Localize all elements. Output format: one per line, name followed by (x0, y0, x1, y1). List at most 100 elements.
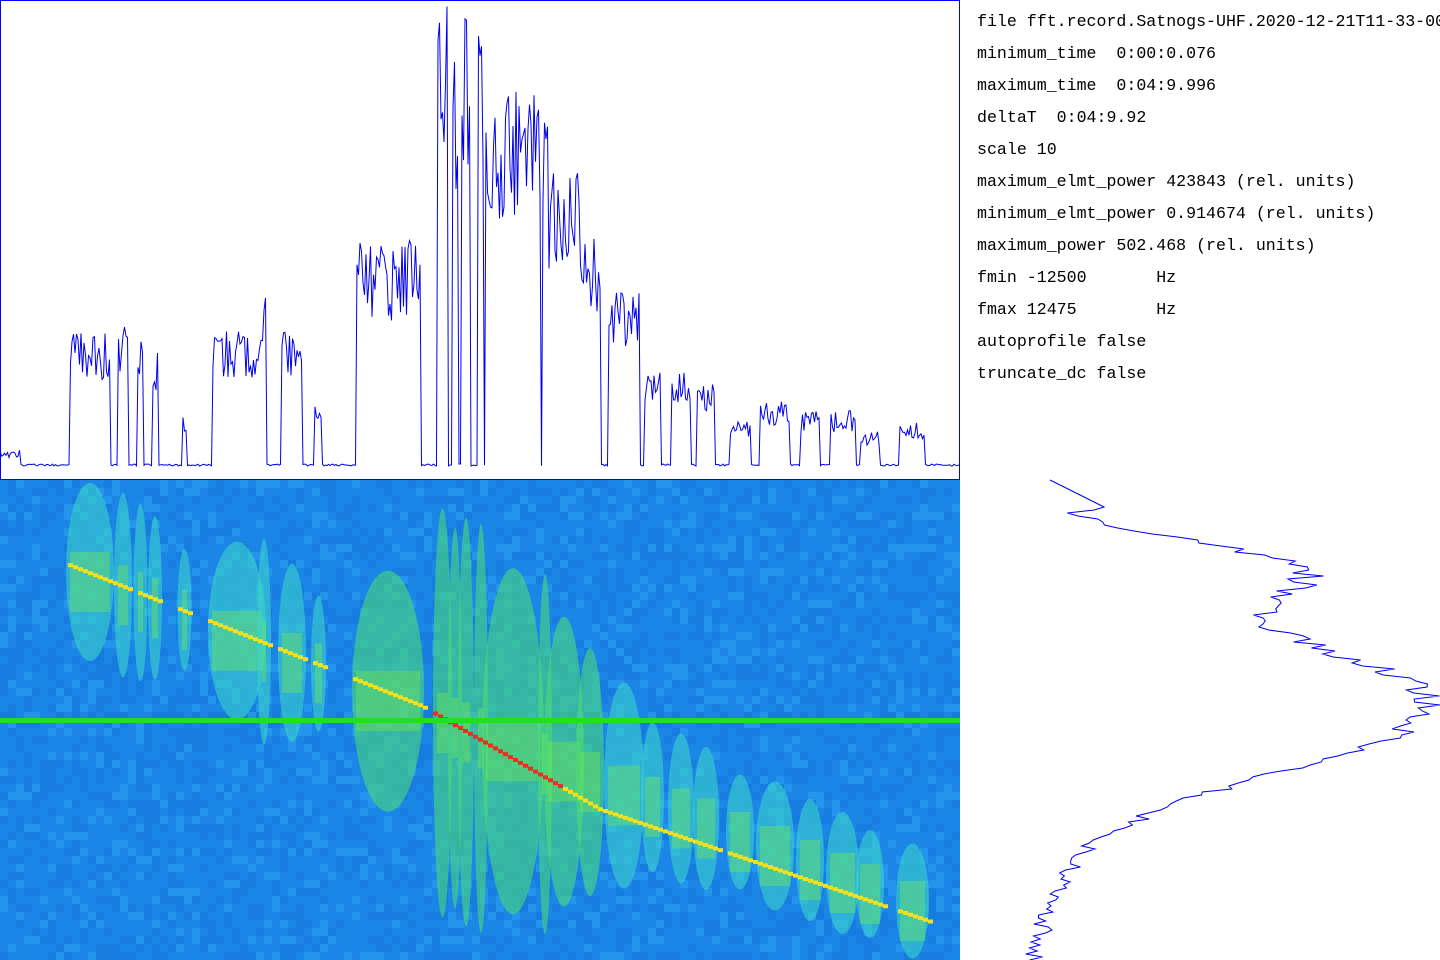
noise (312, 512, 320, 520)
noise (352, 776, 360, 784)
noise (392, 496, 400, 504)
noise (936, 800, 944, 808)
noise (192, 640, 200, 648)
noise (432, 864, 440, 872)
signal-band (482, 568, 544, 915)
noise (728, 552, 736, 560)
noise (240, 888, 248, 896)
noise (792, 752, 800, 760)
info-line: maximum_time 0:04:9.996 (977, 76, 1216, 95)
noise (776, 672, 784, 680)
noise (144, 584, 152, 592)
noise (96, 944, 104, 952)
noise (848, 536, 856, 544)
noise (536, 520, 544, 528)
noise (768, 568, 776, 576)
noise (72, 944, 80, 952)
noise (560, 496, 568, 504)
doppler-trace (648, 824, 653, 829)
noise (720, 904, 728, 912)
noise (176, 504, 184, 512)
noise (200, 560, 208, 568)
noise (904, 680, 912, 688)
noise (848, 792, 856, 800)
noise (936, 600, 944, 608)
noise (120, 840, 128, 848)
noise (200, 936, 208, 944)
noise (24, 832, 32, 840)
noise (720, 640, 728, 648)
noise (312, 592, 320, 600)
doppler-trace (738, 854, 743, 859)
noise (424, 952, 432, 960)
noise (704, 920, 712, 928)
noise (928, 624, 936, 632)
noise (808, 616, 816, 624)
noise (648, 552, 656, 560)
noise (128, 576, 136, 584)
noise (704, 640, 712, 648)
noise (368, 544, 376, 552)
noise (264, 760, 272, 768)
noise (8, 888, 16, 896)
noise (32, 664, 40, 672)
noise (80, 680, 88, 688)
noise (672, 904, 680, 912)
noise (64, 480, 72, 488)
noise (8, 672, 16, 680)
noise (272, 512, 280, 520)
noise (128, 904, 136, 912)
noise (656, 720, 664, 728)
noise (152, 928, 160, 936)
noise (920, 952, 928, 960)
noise (736, 536, 744, 544)
noise (816, 728, 824, 736)
noise (40, 784, 48, 792)
noise (816, 600, 824, 608)
noise (768, 912, 776, 920)
noise (872, 632, 880, 640)
noise (736, 496, 744, 504)
noise (632, 672, 640, 680)
noise (680, 920, 688, 928)
noise (312, 752, 320, 760)
noise (720, 728, 728, 736)
noise (280, 848, 288, 856)
noise (920, 568, 928, 576)
noise (184, 888, 192, 896)
info-line: maximum_power 502.468 (rel. units) (977, 236, 1316, 255)
noise (768, 720, 776, 728)
noise (8, 528, 16, 536)
noise (808, 696, 816, 704)
noise (664, 888, 672, 896)
noise (424, 648, 432, 656)
noise (848, 600, 856, 608)
noise (792, 896, 800, 904)
noise (80, 784, 88, 792)
noise (568, 600, 576, 608)
doppler-trace (153, 597, 158, 602)
noise (816, 712, 824, 720)
doppler-trace (498, 749, 503, 754)
noise (824, 608, 832, 616)
noise (952, 832, 960, 840)
noise (896, 784, 904, 792)
doppler-trace (228, 627, 233, 632)
noise (480, 480, 488, 488)
noise (184, 824, 192, 832)
noise (96, 696, 104, 704)
noise (192, 560, 200, 568)
noise (672, 544, 680, 552)
noise (848, 512, 856, 520)
noise (752, 928, 760, 936)
noise (24, 776, 32, 784)
noise (48, 864, 56, 872)
noise (80, 904, 88, 912)
noise (456, 856, 464, 864)
noise (936, 624, 944, 632)
noise (192, 800, 200, 808)
noise (912, 640, 920, 648)
noise (696, 680, 704, 688)
noise (424, 528, 432, 536)
noise (688, 520, 696, 528)
